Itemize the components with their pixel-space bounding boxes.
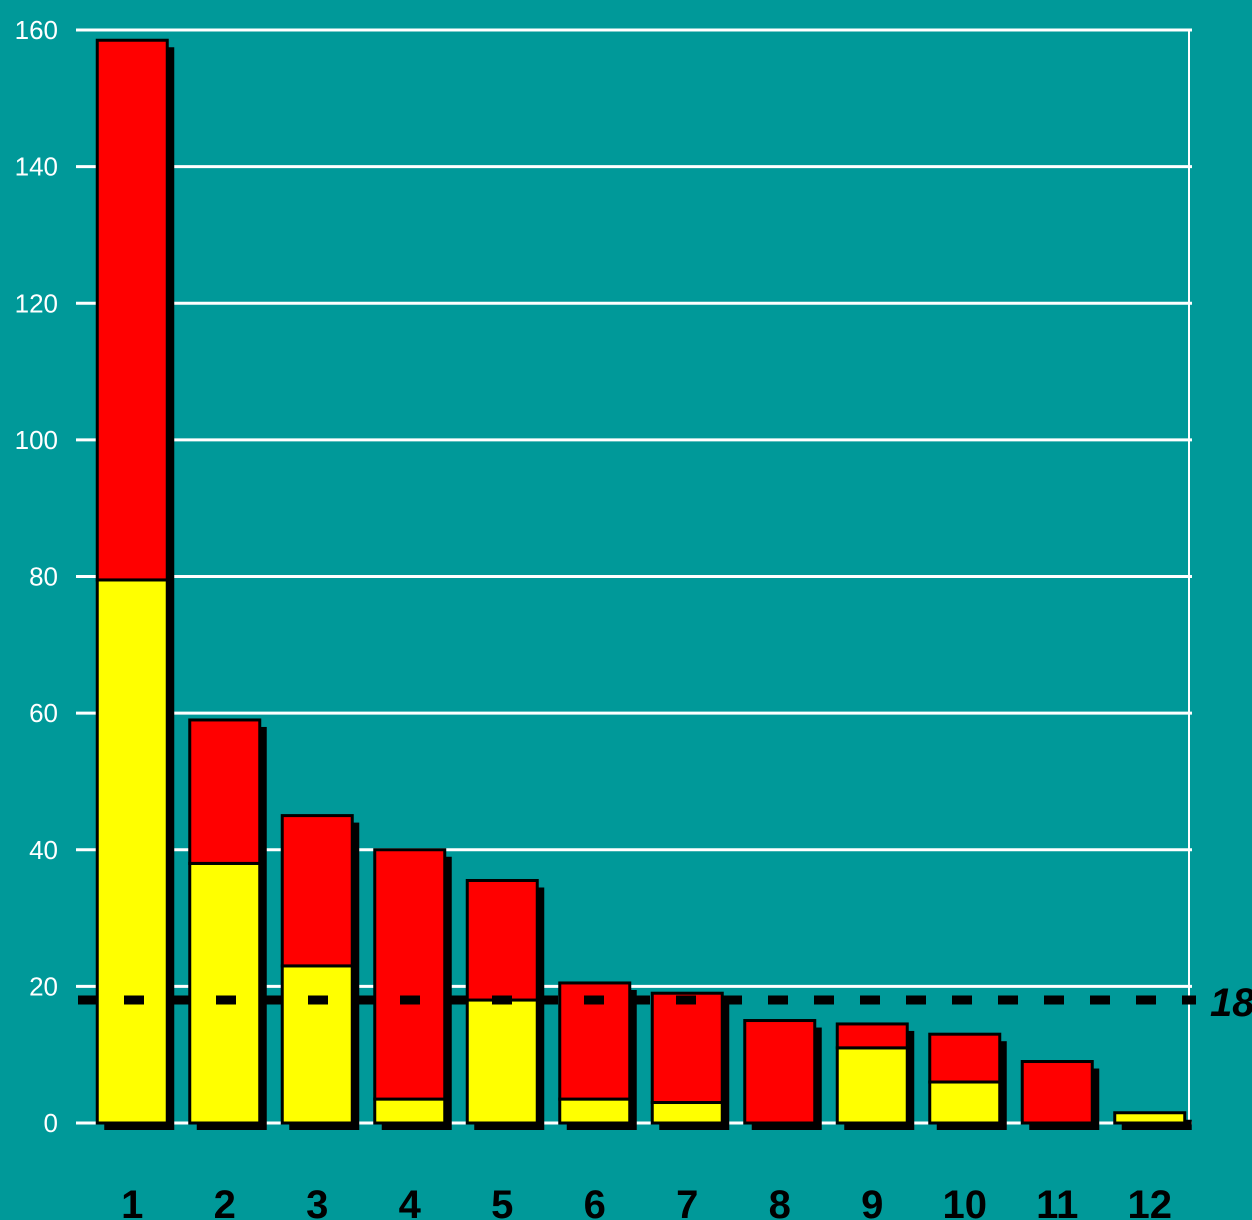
x-tick-label: 1 (121, 1183, 143, 1220)
x-axis-ticks: 1 2 3 4 5 6 7 8 9 10 11 12 (121, 1183, 1172, 1220)
bar-group (928, 1032, 1007, 1130)
bar-group (835, 1022, 915, 1130)
y-tick-label: 120 (15, 288, 58, 318)
bar-group (465, 878, 545, 1130)
bar-group (558, 981, 637, 1130)
bar-segment (835, 1022, 909, 1050)
x-tick-label: 8 (769, 1183, 791, 1220)
bar-segment (558, 1097, 632, 1125)
bar-segment (280, 964, 354, 1125)
bar-group (373, 848, 452, 1130)
reference-line-layer: 18 (78, 981, 1252, 1025)
y-tick-label: 40 (29, 835, 58, 865)
bar-segment (743, 1019, 817, 1125)
bar-segment (465, 878, 539, 1002)
y-tick-label: 60 (29, 698, 58, 728)
bar-segment (280, 814, 354, 968)
bar-segment (373, 848, 447, 1101)
x-tick-label: 11 (1036, 1183, 1078, 1220)
bar-segment (95, 578, 169, 1125)
bar-group (1113, 1111, 1192, 1130)
x-tick-label: 2 (214, 1183, 236, 1220)
y-tick-label: 140 (15, 152, 58, 182)
y-tick-label: 160 (15, 15, 58, 45)
x-tick-label: 6 (584, 1183, 606, 1220)
x-tick-label: 4 (399, 1183, 422, 1220)
bar-segment (835, 1046, 909, 1125)
y-tick-label: 20 (29, 971, 58, 1001)
bar-group (650, 991, 730, 1130)
x-tick-label: 5 (491, 1183, 513, 1220)
bar-segment (95, 38, 169, 582)
bar-segment (465, 998, 539, 1125)
bar-segment (1020, 1060, 1094, 1125)
x-tick-label: 10 (943, 1183, 988, 1220)
x-tick-label: 9 (861, 1183, 883, 1220)
bar-segment (650, 1101, 724, 1125)
reference-line-label: 18 (1210, 981, 1252, 1025)
x-tick-label: 3 (306, 1183, 328, 1220)
y-axis-ticks: 0 20 40 60 80 100 120 140 160 (15, 15, 58, 1138)
bar-segment (928, 1032, 1002, 1084)
bar-group (743, 1019, 822, 1130)
bar-segment (373, 1097, 447, 1125)
bar-shadow (1121, 1119, 1192, 1130)
bar-group (1020, 1060, 1100, 1130)
bar-segment (928, 1080, 1002, 1125)
bar-segment (650, 991, 724, 1105)
bar-segment (188, 718, 262, 865)
bar-group (188, 718, 267, 1130)
y-tick-label: 100 (15, 425, 58, 455)
bar-group (280, 814, 360, 1130)
y-tick-label: 80 (29, 562, 58, 592)
y-tick-label: 0 (44, 1108, 58, 1138)
bar-segment (188, 861, 262, 1125)
x-tick-label: 7 (676, 1183, 698, 1220)
bar-layer (95, 38, 1192, 1131)
bar-group (95, 38, 175, 1131)
x-tick-label: 12 (1128, 1183, 1173, 1220)
bar-segment (1113, 1111, 1187, 1125)
